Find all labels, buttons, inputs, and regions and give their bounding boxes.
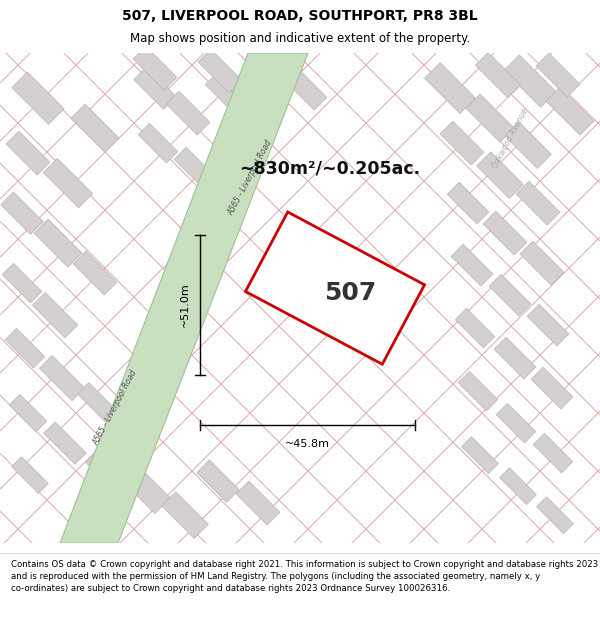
Polygon shape: [505, 122, 551, 169]
Text: Oakwood Avenue: Oakwood Avenue: [490, 106, 530, 170]
Polygon shape: [6, 131, 50, 175]
Polygon shape: [34, 219, 82, 267]
Polygon shape: [475, 52, 521, 98]
Polygon shape: [11, 457, 49, 494]
Polygon shape: [161, 492, 208, 539]
Polygon shape: [119, 462, 170, 514]
Polygon shape: [516, 181, 560, 225]
Polygon shape: [425, 62, 475, 114]
Polygon shape: [527, 304, 569, 346]
Polygon shape: [496, 403, 536, 443]
Polygon shape: [43, 158, 93, 208]
Polygon shape: [9, 394, 47, 432]
Polygon shape: [60, 53, 308, 543]
Polygon shape: [5, 328, 45, 368]
Polygon shape: [458, 371, 498, 411]
Polygon shape: [134, 67, 176, 109]
Polygon shape: [483, 211, 527, 255]
Polygon shape: [236, 481, 280, 525]
Polygon shape: [504, 55, 556, 108]
Polygon shape: [205, 73, 245, 113]
Polygon shape: [40, 356, 85, 401]
Polygon shape: [520, 241, 564, 285]
Polygon shape: [71, 104, 119, 152]
Polygon shape: [166, 91, 210, 135]
Polygon shape: [447, 182, 489, 224]
Polygon shape: [476, 152, 523, 199]
Text: A565 - Liverpool Road: A565 - Liverpool Road: [91, 369, 139, 448]
Text: ~51.0m: ~51.0m: [180, 282, 190, 328]
Polygon shape: [32, 292, 77, 338]
Polygon shape: [546, 87, 594, 135]
Text: A565 - Liverpool Road: A565 - Liverpool Road: [226, 139, 274, 218]
Polygon shape: [174, 148, 216, 189]
Polygon shape: [73, 251, 117, 295]
Polygon shape: [197, 460, 239, 503]
Polygon shape: [1, 192, 43, 234]
Polygon shape: [461, 437, 499, 474]
Polygon shape: [451, 244, 493, 286]
Text: ~830m²/~0.205ac.: ~830m²/~0.205ac.: [239, 159, 421, 177]
Polygon shape: [44, 422, 86, 464]
Polygon shape: [536, 53, 580, 97]
Polygon shape: [198, 49, 242, 93]
Polygon shape: [489, 274, 531, 316]
Polygon shape: [2, 263, 42, 303]
Polygon shape: [455, 308, 495, 348]
Polygon shape: [239, 94, 281, 136]
Polygon shape: [500, 468, 536, 504]
Polygon shape: [283, 66, 327, 110]
Polygon shape: [138, 123, 178, 163]
Polygon shape: [12, 72, 64, 124]
Polygon shape: [245, 212, 425, 364]
Polygon shape: [244, 52, 286, 94]
Polygon shape: [466, 94, 514, 142]
Text: Map shows position and indicative extent of the property.: Map shows position and indicative extent…: [130, 32, 470, 46]
Text: 507: 507: [324, 281, 376, 305]
Polygon shape: [536, 497, 574, 534]
Polygon shape: [531, 368, 573, 409]
Text: 507, LIVERPOOL ROAD, SOUTHPORT, PR8 3BL: 507, LIVERPOOL ROAD, SOUTHPORT, PR8 3BL: [122, 9, 478, 23]
Polygon shape: [533, 433, 573, 473]
Polygon shape: [494, 338, 536, 379]
Polygon shape: [86, 452, 124, 491]
Polygon shape: [77, 382, 119, 424]
Polygon shape: [440, 121, 484, 165]
Text: ~45.8m: ~45.8m: [285, 439, 330, 449]
Polygon shape: [133, 46, 177, 90]
Text: Contains OS data © Crown copyright and database right 2021. This information is : Contains OS data © Crown copyright and d…: [11, 560, 598, 592]
